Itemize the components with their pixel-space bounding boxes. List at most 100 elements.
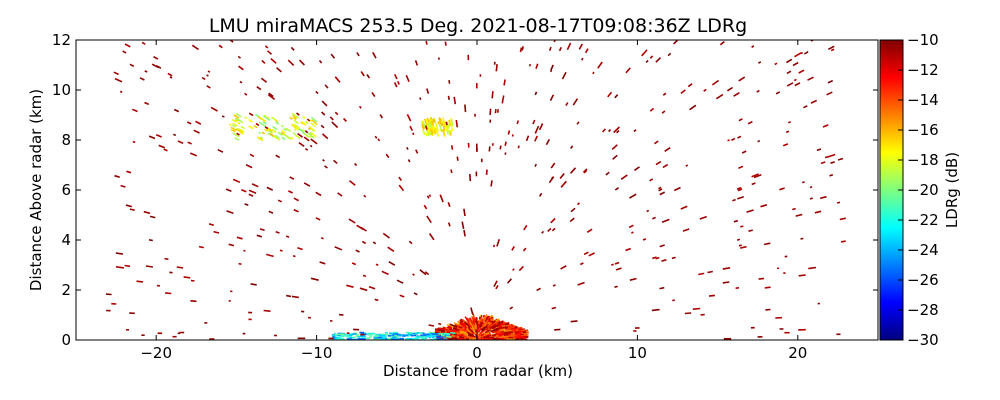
scattered-speckle-echo <box>372 51 377 59</box>
aloft-echo-patch-west-echo <box>271 116 277 121</box>
near-radar-echo-cluster-echo <box>514 332 522 335</box>
scattered-speckle-echo <box>722 267 731 270</box>
aloft-echo-patch-west-echo <box>294 134 301 140</box>
scattered-speckle-echo <box>680 205 688 210</box>
scattered-speckle-echo <box>738 118 743 122</box>
near-radar-echo-cluster-echo <box>514 326 518 329</box>
scattered-speckle-echo <box>503 79 506 86</box>
scattered-speckle-echo <box>509 306 514 310</box>
aloft-echo-patch-west-echo <box>273 135 281 141</box>
scattered-speckle-echo <box>671 256 676 260</box>
aloft-echo-patch-west-echo <box>301 128 305 133</box>
aloft-echo-patch-central-echo <box>433 128 437 133</box>
near-radar-echo-cluster-echo <box>460 321 467 327</box>
scattered-speckle-echo <box>398 184 405 192</box>
aloft-echo-patch-central-echo <box>433 117 437 124</box>
scattered-speckle-echo <box>620 174 628 180</box>
near-radar-echo-cluster-echo <box>448 326 453 329</box>
near-radar-echo-cluster-echo <box>477 333 483 338</box>
scattered-speckle-echo <box>206 85 211 89</box>
scattered-speckle-echo <box>226 210 234 214</box>
scattered-speckle-echo <box>751 182 756 186</box>
scattered-speckle-echo <box>319 261 326 265</box>
scattered-speckle-echo <box>163 148 168 152</box>
scattered-speckle-echo <box>260 77 268 83</box>
scattered-speckle-echo <box>816 148 822 152</box>
near-radar-echo-cluster-echo <box>504 331 513 335</box>
scattered-speckle-echo <box>493 280 498 287</box>
scattered-speckle-echo <box>268 92 274 98</box>
scattered-speckle-echo <box>689 104 697 111</box>
scattered-speckle-echo <box>264 45 269 49</box>
scattered-speckle-echo <box>210 106 218 112</box>
scattered-speckle-echo <box>659 191 666 196</box>
aloft-echo-patch-west-echo <box>254 113 260 118</box>
scattered-speckle-echo <box>680 89 686 95</box>
scattered-speckle-echo <box>602 128 606 133</box>
aloft-echo-patch-west-echo <box>308 132 313 136</box>
scattered-speckle-echo <box>361 240 367 245</box>
scattered-speckle-echo <box>297 132 303 138</box>
scattered-speckle-echo <box>469 174 472 182</box>
near-radar-echo-cluster-echo <box>490 317 494 321</box>
scattered-speckle-echo <box>238 65 244 71</box>
scattered-speckle-echo <box>428 233 435 241</box>
scattered-speckle-echo <box>794 82 801 87</box>
scattered-speckle-echo <box>722 281 730 284</box>
scattered-speckle-echo <box>396 80 400 85</box>
scattered-speckle-echo <box>148 135 156 140</box>
scattered-speckle-echo <box>173 108 180 113</box>
scattered-speckle-echo <box>291 295 299 299</box>
scattered-speckle-echo <box>346 284 354 288</box>
scattered-speckle-echo <box>629 277 637 281</box>
aloft-echo-patch-central-echo <box>425 128 430 137</box>
aloft-echo-patch-west-echo <box>310 131 317 138</box>
scattered-speckle-echo <box>297 247 303 251</box>
scattered-speckle-echo <box>659 286 665 290</box>
scattered-speckle-echo <box>393 82 398 88</box>
scattered-speckle-echo <box>822 124 829 128</box>
near-radar-echo-cluster-echo <box>484 329 491 334</box>
scattered-speckle-echo <box>139 77 145 81</box>
near-radar-echo-cluster-echo <box>446 326 452 330</box>
scattered-speckle-echo <box>488 146 491 152</box>
scattered-speckle-echo <box>559 172 565 180</box>
scattered-speckle-echo <box>266 186 274 191</box>
scattered-speckle-echo <box>577 281 585 286</box>
scattered-speckle-echo <box>415 149 419 154</box>
scattered-speckle-echo <box>270 58 277 64</box>
scattered-speckle-echo <box>217 148 224 153</box>
scattered-speckle-echo <box>148 239 153 242</box>
near-radar-echo-cluster-echo <box>499 328 506 332</box>
near-radar-echo-cluster-echo <box>443 327 446 330</box>
scattered-speckle-echo <box>324 84 329 89</box>
y-tick-label: 10 <box>52 81 71 99</box>
near-radar-echo-cluster-echo <box>520 334 529 337</box>
near-radar-echo-cluster-echo <box>507 325 516 329</box>
aloft-echo-patch-west-echo <box>248 118 253 123</box>
scattered-speckle-echo <box>426 215 432 224</box>
near-radar-echo-cluster-echo <box>459 322 463 326</box>
aloft-echo-patch-central-echo <box>433 129 437 135</box>
scattered-speckle-echo <box>470 307 474 314</box>
scattered-speckle-echo <box>727 139 730 142</box>
near-radar-echo-cluster-echo <box>503 329 511 333</box>
scattered-speckle-echo <box>738 244 742 247</box>
scattered-speckle-echo <box>318 59 323 64</box>
scattered-speckle-echo <box>586 228 593 233</box>
scattered-speckle-echo <box>362 274 367 278</box>
aloft-echo-patch-central-echo <box>428 122 432 128</box>
aloft-echo-patch-west-echo <box>304 133 310 138</box>
scattered-speckle-echo <box>332 159 338 165</box>
aloft-echo-patch-west-echo <box>292 114 297 120</box>
aloft-echo-patch-west-echo <box>234 137 240 141</box>
scattered-speckle-echo <box>654 140 659 145</box>
scattered-speckle-echo <box>798 274 806 277</box>
scattered-speckle-echo <box>631 231 634 234</box>
near-radar-echo-cluster-echo <box>509 327 513 330</box>
scattered-speckle-echo <box>439 194 444 203</box>
scattered-speckle-echo <box>381 270 389 276</box>
scattered-speckle-echo <box>201 76 206 81</box>
scattered-speckle-echo <box>737 195 744 200</box>
aloft-echo-patch-west-echo <box>259 136 264 140</box>
